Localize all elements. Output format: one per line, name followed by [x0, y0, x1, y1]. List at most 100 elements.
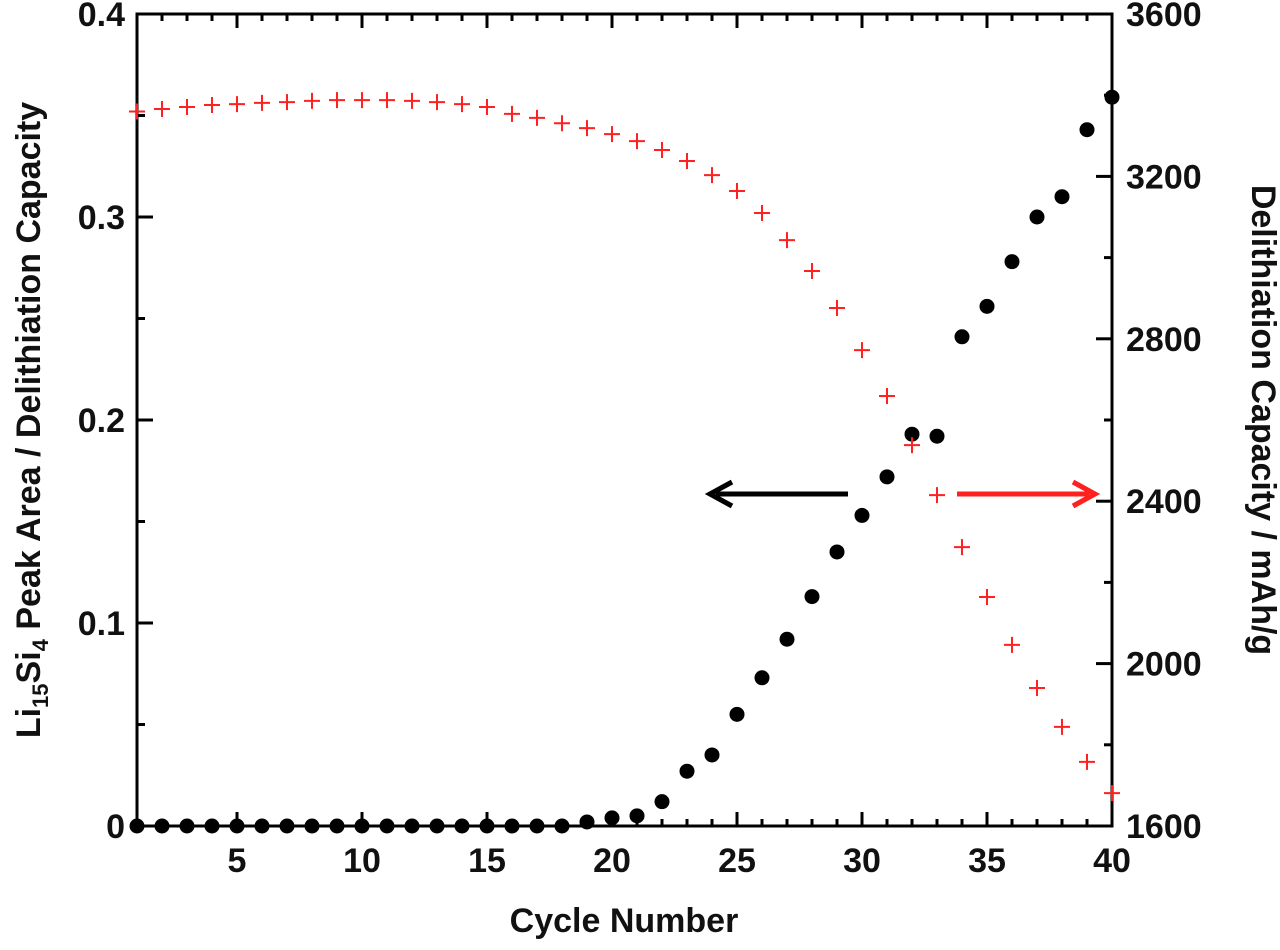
dot-marker — [879, 469, 895, 485]
plus-marker — [904, 437, 920, 454]
dot-marker — [779, 631, 795, 647]
y-tick-label: 0.4 — [78, 0, 125, 34]
plus-marker — [479, 98, 495, 115]
plus-marker — [1004, 636, 1020, 653]
x-tick-label: 40 — [1093, 842, 1131, 880]
dot-marker — [979, 298, 995, 314]
dot-marker — [804, 589, 820, 605]
plus-marker — [754, 204, 770, 221]
plot-frame — [135, 12, 1114, 828]
y2-tick-label: 3200 — [1126, 158, 1202, 196]
plus-marker — [879, 388, 895, 405]
x-tick-label: 10 — [343, 842, 381, 880]
plus-marker — [829, 299, 845, 316]
x-tick-label: 30 — [843, 842, 881, 880]
plus-marker — [654, 142, 670, 159]
x-tick-label: 5 — [228, 842, 247, 880]
x-tick-label: 35 — [968, 842, 1006, 880]
dot-marker — [529, 818, 545, 834]
plus-marker — [129, 103, 145, 120]
plus-marker — [554, 115, 570, 132]
dot-marker — [829, 544, 845, 560]
dot-marker — [554, 818, 570, 834]
dot-marker — [1029, 209, 1045, 225]
plus-marker — [404, 92, 420, 109]
dot-marker — [704, 747, 720, 763]
plus-marker — [929, 487, 945, 504]
plus-marker — [1104, 785, 1120, 802]
plus-marker — [229, 96, 245, 113]
plus-marker — [1029, 679, 1045, 696]
y-label-part: Li — [10, 708, 48, 738]
plus-marker — [854, 342, 870, 359]
dot-marker — [904, 426, 920, 442]
x-tick-label: 25 — [718, 842, 756, 880]
plus-marker — [379, 92, 395, 109]
plus-marker — [204, 96, 220, 113]
dot-marker — [429, 818, 445, 834]
y2-tick-label: 3600 — [1126, 0, 1202, 34]
dot-marker — [729, 706, 745, 722]
dot-marker — [454, 818, 470, 834]
plus-marker — [1054, 718, 1070, 735]
y-tick-label: 0.1 — [78, 605, 125, 643]
y2-tick-label: 1600 — [1126, 808, 1202, 846]
right-arrow — [957, 479, 1101, 509]
dot-marker — [1054, 189, 1070, 205]
dot-marker — [129, 818, 145, 834]
x-tick-label: 15 — [468, 842, 506, 880]
dot-marker — [379, 818, 395, 834]
dot-marker — [279, 818, 295, 834]
plus-marker — [779, 232, 795, 249]
y2-tick-label: 2400 — [1126, 483, 1202, 521]
plus-marker — [729, 183, 745, 200]
plus-marker — [254, 94, 270, 111]
dot-marker — [1104, 89, 1120, 105]
dot-marker — [679, 763, 695, 779]
y-label-sub: 4 — [28, 638, 53, 651]
dot-marker — [154, 818, 170, 834]
dot-marker — [854, 507, 870, 523]
plus-marker — [804, 262, 820, 279]
dot-marker — [1079, 122, 1095, 138]
plus-marker — [679, 152, 695, 169]
dot-marker — [404, 818, 420, 834]
dot-marker — [354, 818, 370, 834]
y-tick-label: 0 — [106, 808, 125, 846]
plus-marker — [1079, 753, 1095, 770]
plus-marker — [354, 92, 370, 109]
dot-marker — [179, 818, 195, 834]
dot-marker — [229, 818, 245, 834]
y2-tick-label: 2000 — [1126, 646, 1202, 684]
dot-marker — [254, 818, 270, 834]
plus-marker — [529, 109, 545, 126]
dot-marker — [1004, 254, 1020, 270]
plus-marker — [329, 92, 345, 109]
x-axis-label: Cycle Number — [510, 902, 739, 940]
left-arrow — [704, 479, 848, 509]
y-tick-label: 0.3 — [78, 199, 125, 237]
plus-marker — [179, 98, 195, 115]
plus-marker — [579, 120, 595, 137]
dot-marker — [654, 794, 670, 810]
x-tick-label: 20 — [593, 842, 631, 880]
plus-marker — [429, 94, 445, 111]
dot-marker — [304, 818, 320, 834]
y-label-part: Si — [10, 651, 48, 683]
dot-marker — [604, 810, 620, 826]
dot-marker — [754, 670, 770, 686]
dot-marker — [579, 814, 595, 830]
y-axis-label: Li15Si4 Peak Area / Delithiation Capacit… — [10, 102, 53, 738]
plus-marker — [704, 167, 720, 184]
dot-marker — [504, 818, 520, 834]
plus-marker — [304, 92, 320, 109]
dot-marker — [329, 818, 345, 834]
plus-marker — [629, 133, 645, 150]
y2-tick-label: 2800 — [1126, 321, 1202, 359]
y-label-part: Peak Area / Delithiation Capacity — [10, 102, 48, 639]
dot-marker — [929, 428, 945, 444]
y-label-sub: 15 — [28, 683, 53, 707]
y2-axis-label: Delithiation Capacity / mAh/g — [1244, 185, 1280, 655]
plus-marker — [154, 101, 170, 118]
